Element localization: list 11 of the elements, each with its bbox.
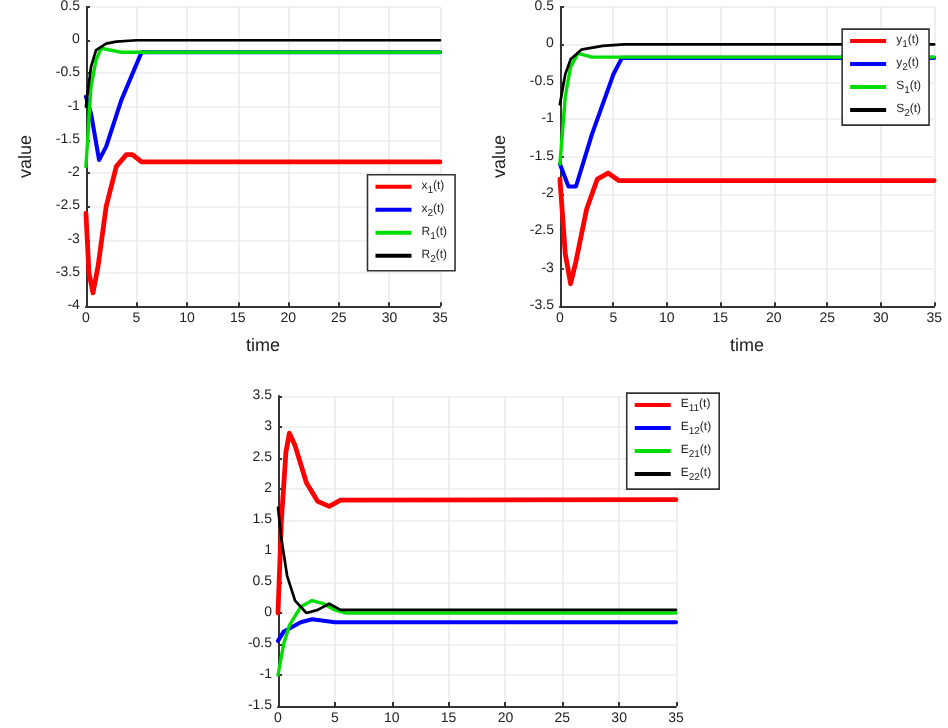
line-series — [275, 617, 679, 643]
y-axis-title: value — [15, 135, 35, 179]
x-axis-title: time — [730, 335, 765, 355]
line-series — [83, 152, 443, 296]
line-series — [84, 38, 442, 109]
line-series — [557, 170, 937, 287]
y-axis-title: value — [489, 135, 509, 179]
x-axis-title: time — [245, 335, 280, 355]
line-series — [275, 430, 679, 616]
line-series — [276, 598, 678, 677]
line-series — [276, 506, 678, 615]
